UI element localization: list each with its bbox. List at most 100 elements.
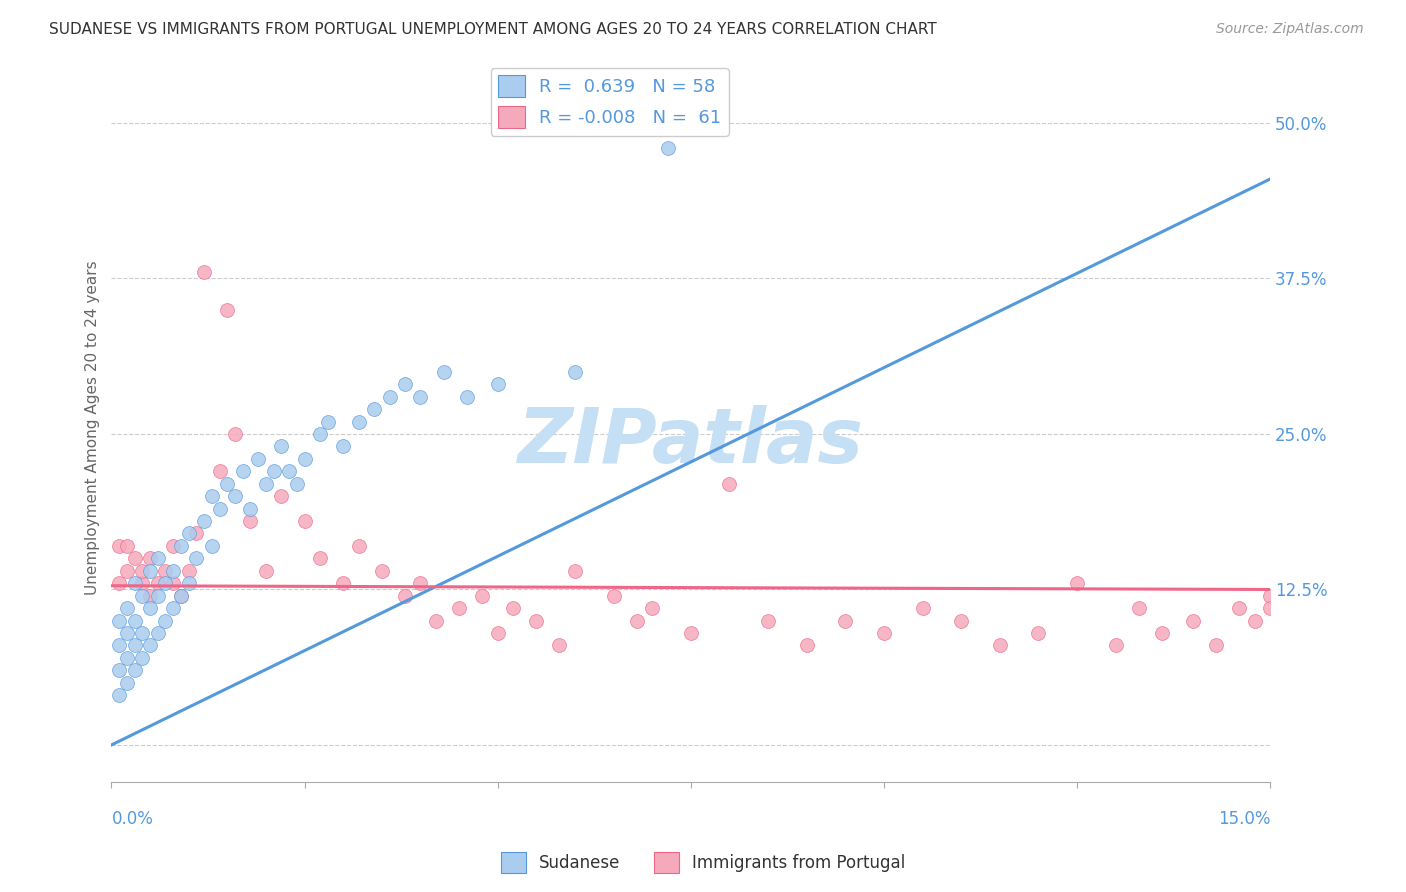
Point xyxy=(641,601,664,615)
Point xyxy=(155,614,177,628)
Point xyxy=(217,476,239,491)
Point xyxy=(131,564,153,578)
Point xyxy=(139,551,162,566)
Point xyxy=(217,302,239,317)
Point xyxy=(433,365,456,379)
Point xyxy=(201,539,224,553)
Point xyxy=(146,626,169,640)
Point xyxy=(108,639,131,653)
Point xyxy=(108,576,131,591)
Point xyxy=(115,626,138,640)
Point xyxy=(679,626,702,640)
Point xyxy=(177,526,200,541)
Point xyxy=(911,601,934,615)
Point xyxy=(108,688,131,702)
Point xyxy=(193,265,215,279)
Point xyxy=(201,489,224,503)
Point xyxy=(449,601,471,615)
Point xyxy=(131,576,153,591)
Point xyxy=(1066,576,1088,591)
Point xyxy=(146,589,169,603)
Text: 0.0%: 0.0% xyxy=(111,810,153,828)
Point xyxy=(193,514,215,528)
Point xyxy=(162,576,184,591)
Point xyxy=(1152,626,1174,640)
Point xyxy=(1205,639,1227,653)
Point xyxy=(139,564,162,578)
Point xyxy=(378,390,401,404)
Point xyxy=(170,589,193,603)
Point xyxy=(316,415,339,429)
Point xyxy=(425,614,447,628)
Point xyxy=(1227,601,1250,615)
Point xyxy=(224,489,246,503)
Point xyxy=(363,402,385,417)
Point xyxy=(162,539,184,553)
Point xyxy=(394,377,416,392)
Text: Source: ZipAtlas.com: Source: ZipAtlas.com xyxy=(1216,22,1364,37)
Point xyxy=(1258,601,1281,615)
Point xyxy=(309,551,332,566)
Point xyxy=(564,365,586,379)
Point xyxy=(155,576,177,591)
Point xyxy=(124,551,146,566)
Point xyxy=(270,489,292,503)
Point xyxy=(146,576,169,591)
Point xyxy=(162,601,184,615)
Point xyxy=(232,464,254,478)
Point xyxy=(208,464,231,478)
Point xyxy=(224,427,246,442)
Point xyxy=(115,601,138,615)
Point xyxy=(548,639,571,653)
Point xyxy=(409,576,432,591)
Point xyxy=(131,589,153,603)
Point xyxy=(124,639,146,653)
Legend: Sudanese, Immigrants from Portugal: Sudanese, Immigrants from Portugal xyxy=(494,846,912,880)
Point xyxy=(115,651,138,665)
Point xyxy=(186,526,208,541)
Point xyxy=(270,439,292,453)
Point xyxy=(502,601,524,615)
Point xyxy=(239,514,262,528)
Point xyxy=(1258,589,1281,603)
Point xyxy=(139,639,162,653)
Point xyxy=(108,614,131,628)
Point xyxy=(131,626,153,640)
Point xyxy=(371,564,394,578)
Point xyxy=(834,614,856,628)
Point xyxy=(108,663,131,677)
Point xyxy=(950,614,973,628)
Text: 15.0%: 15.0% xyxy=(1218,810,1270,828)
Point xyxy=(294,514,316,528)
Point xyxy=(139,589,162,603)
Text: SUDANESE VS IMMIGRANTS FROM PORTUGAL UNEMPLOYMENT AMONG AGES 20 TO 24 YEARS CORR: SUDANESE VS IMMIGRANTS FROM PORTUGAL UNE… xyxy=(49,22,936,37)
Point xyxy=(294,451,316,466)
Point xyxy=(332,576,354,591)
Point xyxy=(1181,614,1204,628)
Point xyxy=(873,626,896,640)
Point xyxy=(602,589,624,603)
Legend: R =  0.639   N = 58, R = -0.008   N =  61: R = 0.639 N = 58, R = -0.008 N = 61 xyxy=(491,68,728,136)
Point xyxy=(108,539,131,553)
Point xyxy=(146,551,169,566)
Point xyxy=(524,614,547,628)
Point xyxy=(486,626,509,640)
Point xyxy=(309,427,332,442)
Point xyxy=(394,589,416,603)
Point xyxy=(115,539,138,553)
Point xyxy=(988,639,1011,653)
Point xyxy=(170,539,193,553)
Point xyxy=(254,564,277,578)
Point xyxy=(155,564,177,578)
Point xyxy=(278,464,301,478)
Text: ZIPatlas: ZIPatlas xyxy=(517,405,863,479)
Point xyxy=(718,476,741,491)
Point xyxy=(254,476,277,491)
Point xyxy=(332,439,354,453)
Point xyxy=(131,651,153,665)
Point xyxy=(347,415,370,429)
Point xyxy=(285,476,308,491)
Point xyxy=(263,464,285,478)
Point xyxy=(796,639,818,653)
Point xyxy=(139,601,162,615)
